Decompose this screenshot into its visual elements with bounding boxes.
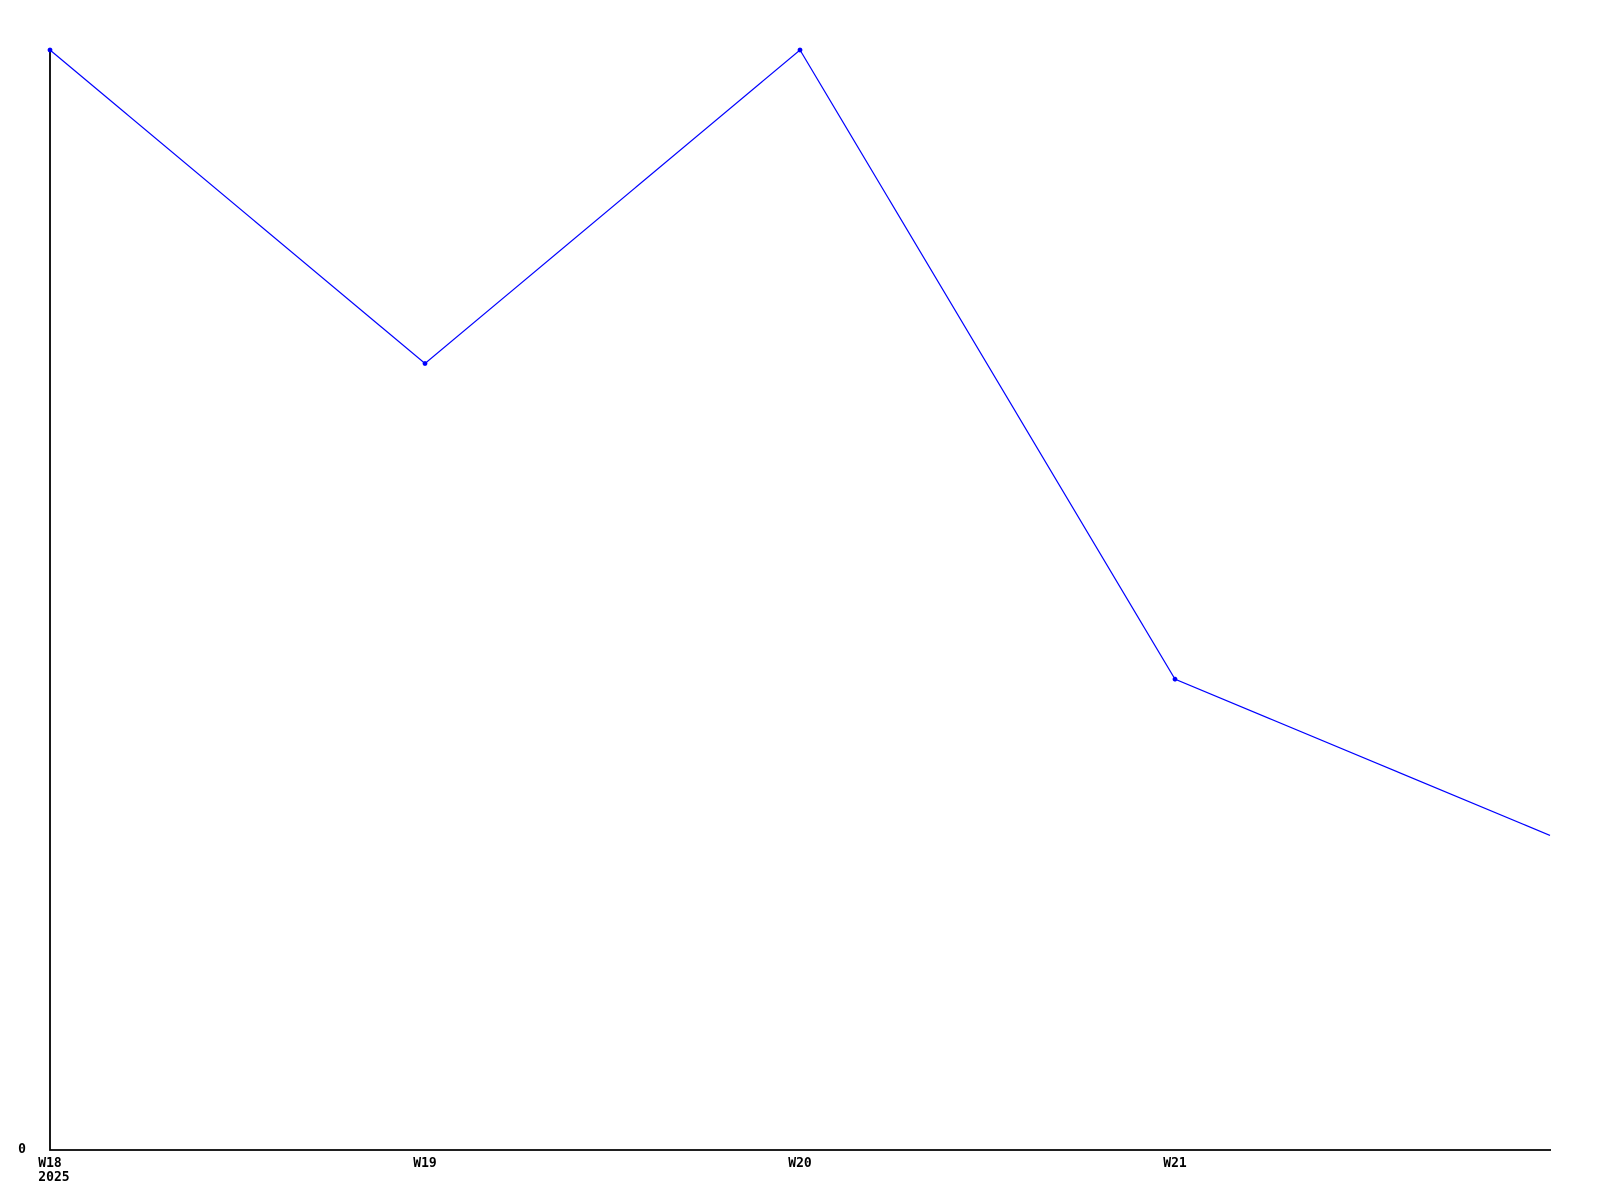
x-tick-label: W21: [1163, 1156, 1187, 1171]
x-tick-label: W20: [788, 1156, 812, 1171]
x-tick-label: W19: [413, 1156, 436, 1171]
data-point-marker: [1172, 676, 1178, 682]
axes: [49, 50, 1551, 1151]
data-point-marker: [422, 361, 428, 366]
data-point-marker: [797, 47, 803, 53]
series-line: [49, 49, 1551, 836]
data-point-marker: [47, 47, 53, 53]
y-tick-label: 0: [18, 1142, 26, 1157]
x-axis-year-label: 2025: [38, 1170, 69, 1185]
x-tick-label: W18: [38, 1156, 62, 1171]
